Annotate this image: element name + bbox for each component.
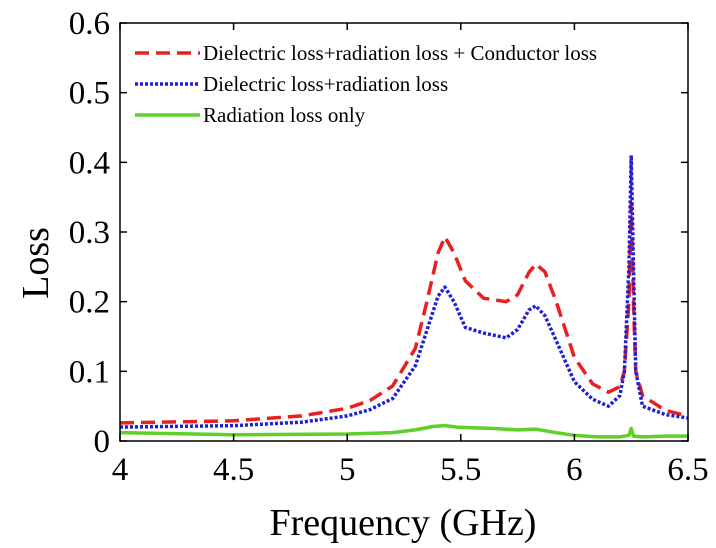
y-tick-label: 0.2 [69,285,110,321]
series-line-1 [119,202,689,425]
x-tick-label: 4 [112,452,129,488]
x-tick-label: 5.5 [440,452,481,488]
series-line-2 [119,153,689,429]
y-tick-label: 0 [94,424,111,460]
x-tick-label: 6 [566,452,583,488]
legend-label-1: Dielectric loss+radiation loss + Conduct… [203,41,597,65]
legend-label-3: Radiation loss only [203,103,366,127]
x-tick-label: 4.5 [213,452,254,488]
y-tick-label: 0.4 [69,145,110,181]
x-tick-label: 5 [339,452,356,488]
y-tick-label: 0.3 [69,215,110,251]
x-tick-label: 6.5 [667,452,708,488]
plot-layer [119,153,689,439]
y-tick-label: 0.1 [69,354,110,390]
y-tick-label: 0.5 [69,76,110,112]
y-axis-title: Loss [15,227,57,299]
y-tick-label: 0.6 [69,6,110,42]
x-axis-title: Frequency (GHz) [270,502,537,544]
axes-layer: 4 4.5 5 5.5 6 6.5 0 0.1 0.2 0.3 0.4 0.5 0.6 [69,6,709,488]
legend-label-2: Dielectric loss+radiation loss [203,72,448,96]
series-line-3 [119,423,688,439]
legend: Dielectric loss+radiation loss + Conduct… [135,41,597,127]
